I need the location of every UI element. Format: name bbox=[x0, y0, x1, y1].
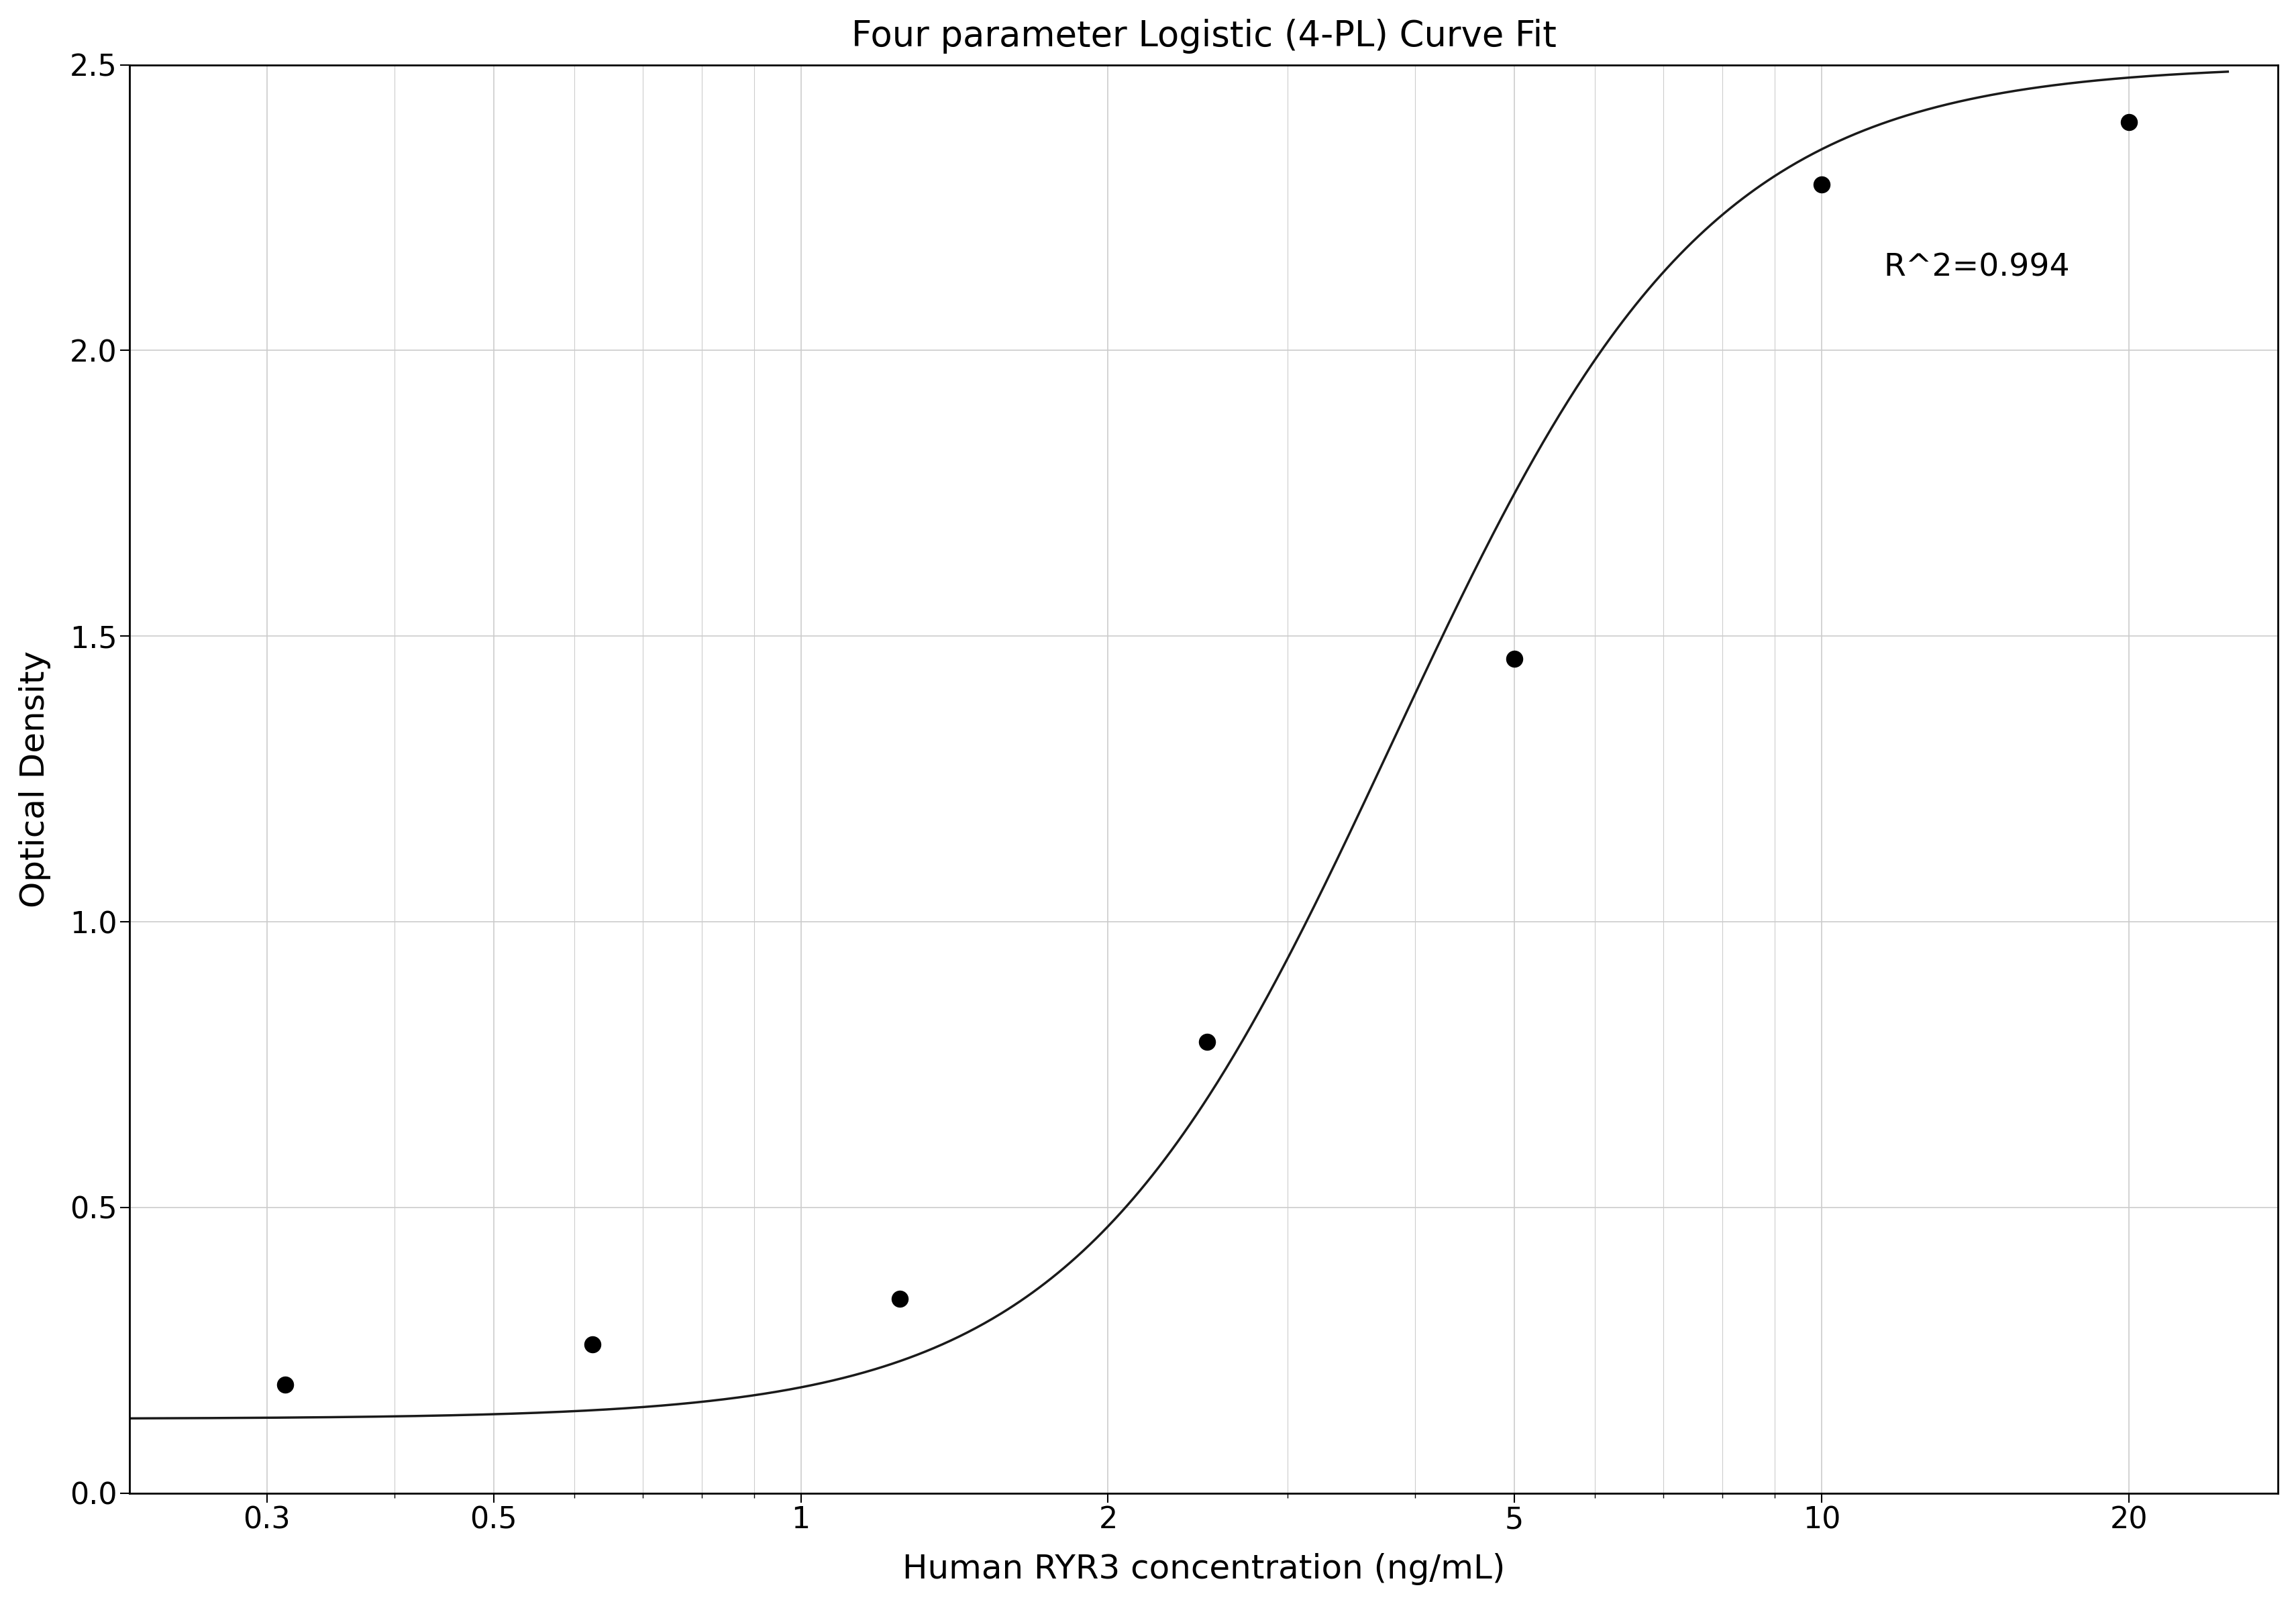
Y-axis label: Optical Density: Optical Density bbox=[18, 651, 51, 908]
Point bbox=[1802, 172, 1839, 197]
Point bbox=[574, 1331, 611, 1357]
Point bbox=[1189, 1028, 1226, 1054]
Title: Four parameter Logistic (4-PL) Curve Fit: Four parameter Logistic (4-PL) Curve Fit bbox=[852, 19, 1557, 53]
Point bbox=[266, 1371, 303, 1397]
X-axis label: Human RYR3 concentration (ng/mL): Human RYR3 concentration (ng/mL) bbox=[902, 1553, 1504, 1585]
Point bbox=[2110, 109, 2147, 135]
Text: R^2=0.994: R^2=0.994 bbox=[1883, 253, 2069, 282]
Point bbox=[1495, 646, 1531, 672]
Point bbox=[882, 1286, 918, 1312]
